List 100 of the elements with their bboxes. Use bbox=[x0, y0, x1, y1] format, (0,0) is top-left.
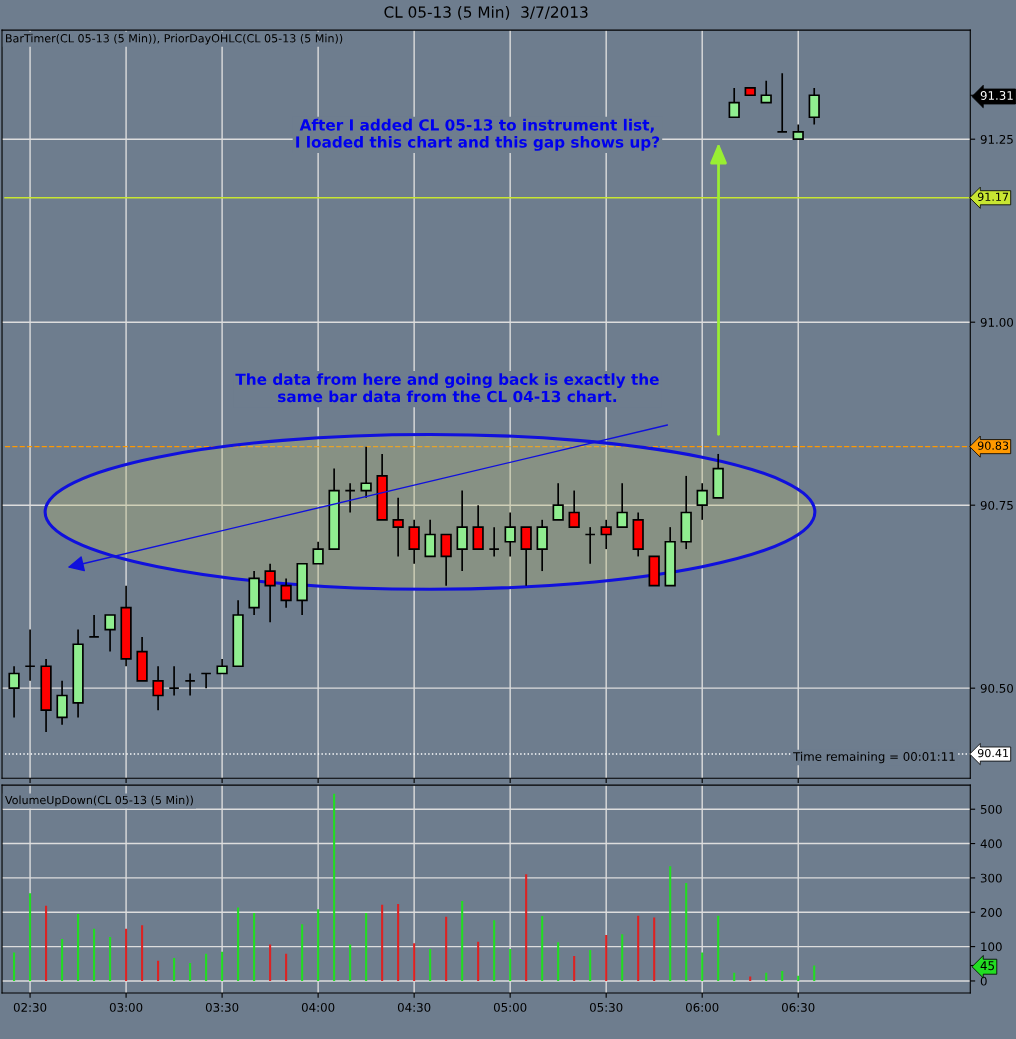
candlestick bbox=[504, 511, 516, 558]
ref-line-label: 90.41 bbox=[977, 748, 1009, 758]
bar bbox=[381, 904, 384, 981]
bar bbox=[317, 909, 320, 981]
candlestick bbox=[168, 665, 180, 697]
x-tick-label: 05:30 bbox=[589, 1002, 623, 1012]
bar bbox=[813, 965, 816, 981]
bar bbox=[493, 920, 496, 981]
x-tick-label: 02:30 bbox=[13, 1002, 47, 1012]
candlestick bbox=[552, 482, 564, 521]
y-tick-label: 300 bbox=[980, 873, 1002, 883]
x-tick-label: 04:00 bbox=[301, 1002, 335, 1012]
bar bbox=[429, 949, 432, 981]
bar bbox=[637, 915, 640, 981]
bar bbox=[77, 913, 80, 981]
bar bbox=[509, 949, 512, 981]
candlestick bbox=[184, 672, 196, 697]
x-tick-label: 06:30 bbox=[781, 1002, 815, 1012]
y-tick-label: 400 bbox=[980, 839, 1002, 849]
y-tick-label: 0 bbox=[980, 976, 987, 986]
bar bbox=[333, 793, 336, 981]
candlestick bbox=[616, 482, 628, 528]
y-tick-label: 91.25 bbox=[980, 134, 1013, 144]
bar bbox=[221, 951, 224, 981]
candlestick bbox=[424, 518, 436, 558]
bar bbox=[749, 976, 752, 981]
candlestick bbox=[360, 445, 372, 499]
bar bbox=[157, 960, 160, 981]
candlestick bbox=[440, 533, 452, 587]
candlestick bbox=[264, 562, 276, 624]
annotation: BarTimer(CL 05-13 (5 Min)), PriorDayOHLC(CL 05-13 (5 Min)) bbox=[6, 33, 343, 45]
candlestick bbox=[520, 526, 532, 587]
candlestick bbox=[600, 518, 612, 550]
bar bbox=[557, 942, 560, 981]
bar bbox=[733, 972, 736, 981]
bar bbox=[109, 936, 112, 981]
bar bbox=[269, 944, 272, 981]
y-tick-label: 100 bbox=[981, 942, 1002, 952]
bar bbox=[717, 915, 720, 981]
candlestick bbox=[808, 87, 820, 126]
candlestick bbox=[56, 680, 68, 726]
bar bbox=[621, 934, 624, 981]
candlestick bbox=[312, 540, 324, 565]
bar bbox=[397, 904, 400, 981]
annotation: Time remaining = 00:01:11 bbox=[793, 751, 955, 764]
x-tick-label: 05:00 bbox=[493, 1002, 527, 1012]
bar bbox=[461, 900, 464, 981]
candlestick bbox=[568, 489, 580, 528]
y-tick-label: 90.50 bbox=[980, 683, 1014, 693]
bar bbox=[141, 925, 144, 981]
bar bbox=[413, 943, 416, 981]
bar bbox=[573, 955, 576, 981]
bar bbox=[61, 939, 64, 981]
bar bbox=[189, 963, 192, 981]
bar bbox=[653, 917, 656, 981]
bar bbox=[301, 924, 304, 981]
bar bbox=[669, 866, 672, 981]
bar bbox=[541, 916, 544, 981]
bar bbox=[45, 905, 48, 981]
bar bbox=[237, 907, 240, 981]
x-tick-label: 06:00 bbox=[685, 1002, 719, 1012]
bar bbox=[445, 916, 448, 981]
x-tick-label: 03:30 bbox=[205, 1002, 239, 1012]
candlestick bbox=[344, 482, 356, 514]
y-tick-label: 200 bbox=[980, 907, 1002, 917]
bar bbox=[781, 970, 784, 981]
y-tick-label: 91.31 bbox=[980, 91, 1013, 100]
candlestick bbox=[24, 628, 36, 682]
candlestick bbox=[88, 614, 100, 638]
candlestick bbox=[200, 672, 212, 690]
candlestick bbox=[456, 489, 468, 572]
bar bbox=[589, 950, 592, 981]
bar bbox=[525, 874, 528, 981]
annotation: After I added CL 05-13 to instrument list, I loaded this chart and this gap shows up? bbox=[296, 118, 660, 151]
candlestick bbox=[536, 518, 548, 572]
candlestick bbox=[696, 482, 708, 521]
candlestick bbox=[392, 497, 404, 558]
bar bbox=[685, 883, 688, 981]
candlestick bbox=[408, 518, 420, 565]
candlestick bbox=[488, 526, 500, 558]
annotation: VolumeUpDown(CL 05-13 (5 Min)) bbox=[5, 795, 193, 807]
bar bbox=[605, 934, 608, 981]
x-tick-label: 03:00 bbox=[109, 1002, 143, 1012]
candlestick bbox=[280, 577, 292, 609]
bar bbox=[125, 928, 128, 981]
annotation: The data from here and going back is exactly the same bar data from the CL 04-13 chart. bbox=[235, 373, 659, 403]
y-tick-label: 90.75 bbox=[980, 500, 1013, 510]
bar bbox=[13, 952, 16, 981]
candlestick bbox=[728, 87, 740, 119]
ref-line-label: 91.17 bbox=[977, 192, 1009, 201]
y-tick-label: 500 bbox=[980, 804, 1002, 814]
candlestick bbox=[8, 665, 20, 719]
candlestick bbox=[104, 614, 116, 653]
bar bbox=[173, 957, 176, 981]
x-tick-label: 04:30 bbox=[397, 1002, 431, 1012]
bar bbox=[29, 893, 32, 981]
bar bbox=[349, 944, 352, 981]
candlestick bbox=[776, 72, 788, 133]
bar bbox=[797, 975, 800, 981]
bar bbox=[253, 912, 256, 981]
